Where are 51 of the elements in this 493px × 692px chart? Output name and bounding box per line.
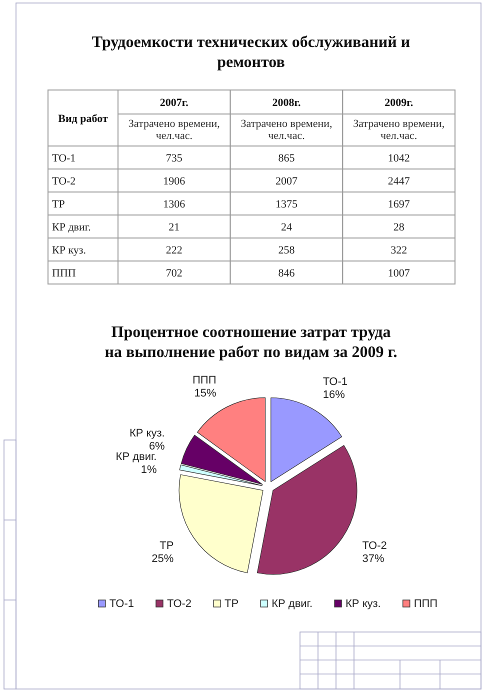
data-label: 1007: [388, 268, 410, 280]
data-label: 6%: [148, 440, 166, 452]
data-label: 1306: [163, 198, 186, 210]
data-label: 16%: [322, 389, 346, 402]
data-label: 1042: [388, 152, 410, 164]
data-label: 2007: [276, 176, 298, 188]
data-label: 37%: [362, 553, 385, 566]
text: Затрачено времени, чел.час.: [240, 118, 332, 142]
data-label: 1375: [276, 198, 298, 210]
slice-label: ТО-1: [322, 376, 348, 388]
chart-title: Трудоемкости технических обслуживаний и ремонтов: [92, 34, 410, 71]
x-tick-label: 2008г.: [272, 97, 301, 109]
legend-label: КР куз.: [346, 598, 381, 610]
data-label: 846: [278, 268, 296, 280]
y-tick-label: КР двиг.: [52, 222, 92, 234]
data-label: 21: [168, 222, 180, 234]
x-tick-label: 2007г.: [160, 97, 189, 109]
y-tick-label: КР куз.: [52, 244, 86, 256]
y-tick-label: ТО-2: [52, 176, 76, 188]
legend-label: КР двиг.: [272, 598, 313, 610]
slice-label: КР куз.: [130, 427, 165, 440]
data-label: 702: [166, 268, 182, 280]
y-tick-label: ТР: [52, 198, 65, 210]
slice-label: КР двиг.: [116, 451, 157, 464]
legend-label: ТР: [224, 598, 239, 610]
text: Затрачено времени, чел.час.: [128, 118, 220, 142]
x-tick-label: 2009г.: [384, 97, 414, 109]
data-label: 28: [393, 222, 405, 234]
chart-title: Процентное соотношение затрат труда на выполнение работ по видам за 2009 г.: [104, 324, 398, 361]
data-label: 322: [390, 244, 408, 256]
data-label: 15%: [194, 387, 216, 400]
text: Затрачено времени, чел.час.: [353, 118, 445, 142]
data-label: 865: [278, 152, 296, 164]
data-label: 2447: [388, 176, 410, 188]
y-tick-label: ТО-1: [52, 152, 76, 164]
data-label: 1906: [163, 176, 186, 188]
data-label: 258: [278, 244, 296, 256]
data-label: 1697: [388, 198, 410, 210]
legend-label: ТО-2: [166, 598, 192, 610]
data-label: 25%: [152, 553, 174, 566]
data-label: 24: [281, 222, 292, 234]
legend-label: ППП: [414, 598, 438, 610]
data-label: 735: [166, 152, 183, 164]
slice-label: ППП: [192, 374, 216, 386]
slice-label: ТР: [160, 540, 174, 552]
legend-label: ТО-1: [109, 598, 134, 610]
slice-label: ТО-2: [362, 540, 387, 552]
data-label: 222: [166, 244, 182, 256]
y-axis-title: Вид работ: [58, 113, 108, 125]
y-tick-label: ППП: [52, 268, 76, 280]
data-label: 1%: [140, 464, 157, 476]
